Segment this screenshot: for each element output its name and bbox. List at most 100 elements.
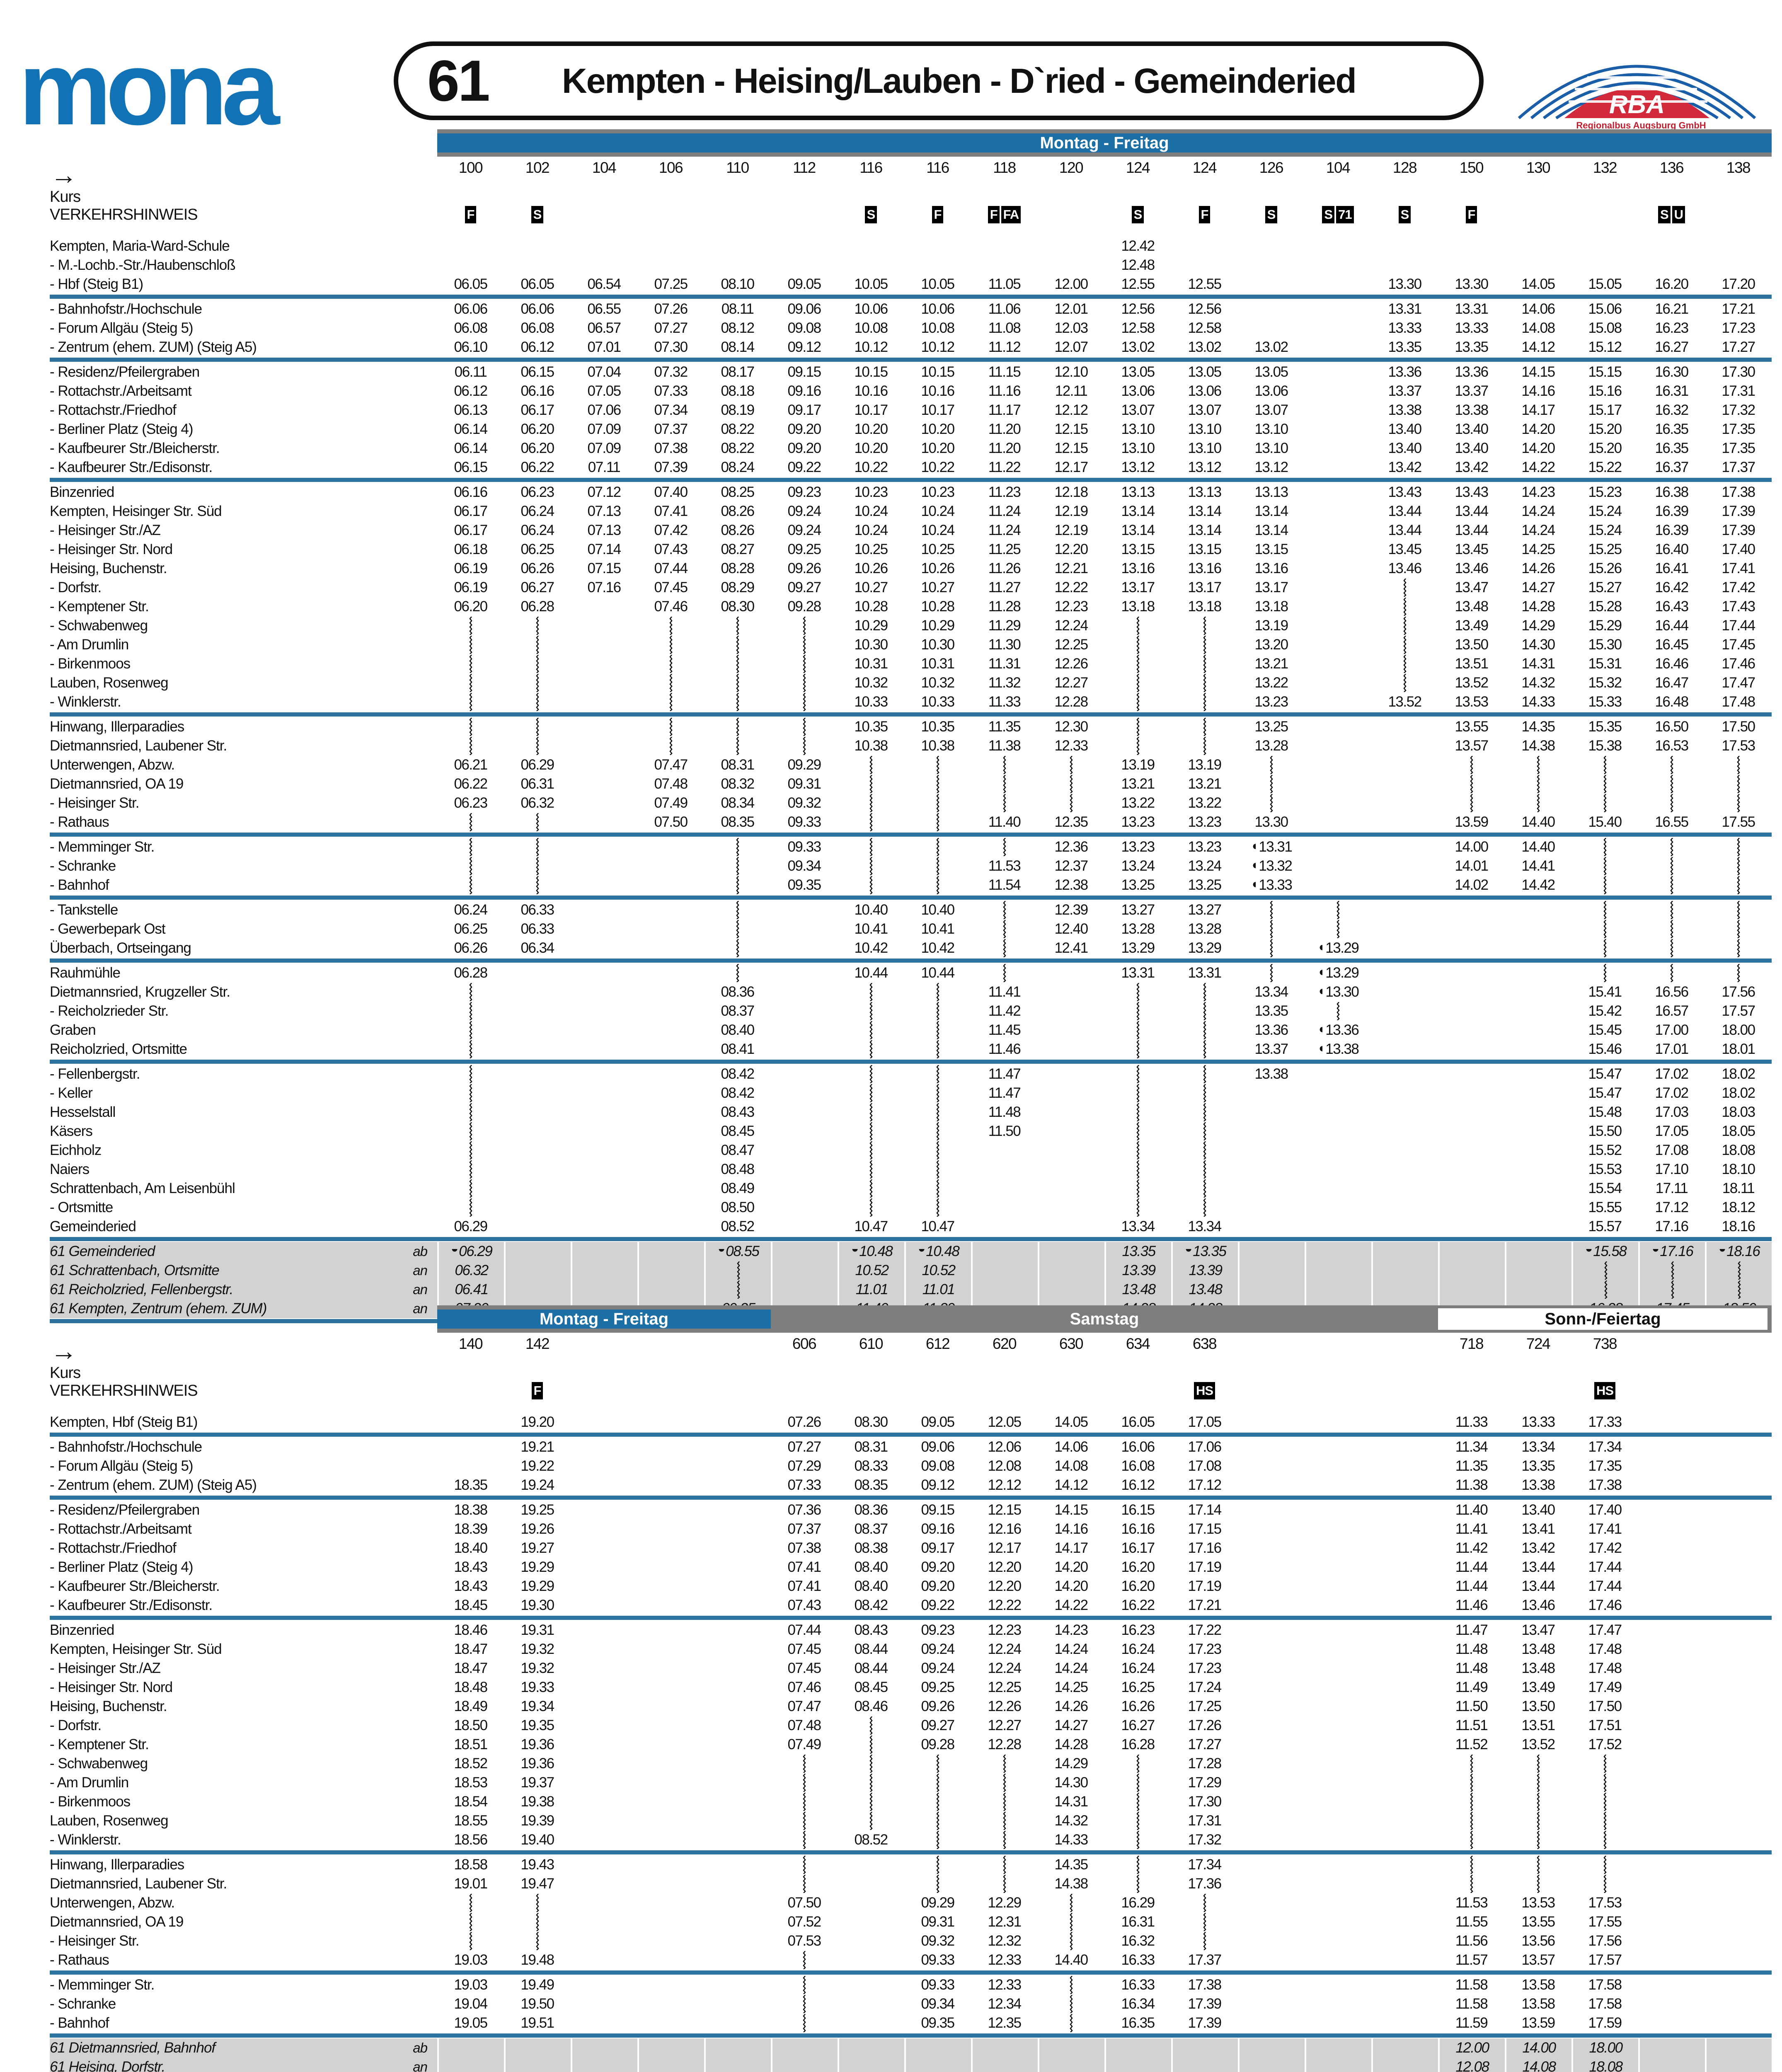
time-cell: 13.46: [1455, 560, 1489, 576]
time-cell: [704, 635, 771, 654]
time-cell: 13.55: [1455, 719, 1489, 735]
time-cell: [1638, 2038, 1705, 2057]
time-cell: 18.51: [454, 1736, 488, 1752]
time-cell: [1238, 2038, 1305, 2057]
time-cell: 13.10: [1254, 421, 1288, 437]
time-cell: [1438, 1242, 1505, 1261]
time-cell: 12.18: [1054, 484, 1088, 500]
verkehrshinweis-label: VERKEHRSHINWEIS: [50, 1382, 198, 1399]
time-cell: [437, 1932, 504, 1951]
time-cell: [838, 1198, 904, 1217]
time-cell: 08.32: [721, 776, 755, 792]
time-cell: [771, 2014, 838, 2033]
time-cell: 10.28: [921, 598, 955, 615]
station-label: - Dorfstr.: [50, 579, 102, 595]
time-cell: 17.27: [1721, 339, 1755, 355]
time-cell: 16.47: [1655, 675, 1689, 691]
time-cell: 14.30: [1521, 637, 1555, 653]
time-cell: 14.29: [1054, 1755, 1088, 1772]
time-cell: 06.54: [587, 276, 621, 292]
time-cell: ◖ 13.31: [1250, 839, 1293, 855]
time-cell: [971, 1179, 1038, 1198]
stop-row: - Kaufbeurer Str./Bleicherstr. 06.14 06.20…: [50, 439, 1772, 458]
time-cell: 09.35: [787, 877, 821, 893]
time-cell: 08.33: [854, 1458, 888, 1474]
time-cell: [1371, 1830, 1438, 1849]
time-cell: [571, 1539, 637, 1558]
time-cell: 11.54: [988, 877, 1021, 893]
time-cell: [1571, 876, 1638, 895]
time-cell: 14.42: [1521, 877, 1555, 893]
time-cell: 07.34: [654, 402, 688, 418]
time-cell: [1705, 1951, 1772, 1970]
time-cell: 08.44: [854, 1660, 888, 1676]
time-cell: [1705, 857, 1772, 876]
time-cell: [1705, 1697, 1772, 1716]
time-cell: [1171, 1002, 1238, 1021]
time-cell: [637, 1558, 704, 1577]
time-cell: 12.27: [1054, 675, 1088, 691]
time-cell: 17.08: [1655, 1142, 1689, 1158]
time-cell: 17.56: [1588, 1933, 1622, 1949]
time-cell: [1038, 1021, 1104, 1040]
timetable-montag-freitag: Montag - Freitag → Kurs 100 102 104 106 110 112 1…: [50, 129, 1772, 1324]
time-cell: [1038, 237, 1104, 256]
time-cell: [1238, 1773, 1305, 1792]
time-cell: [1171, 1160, 1238, 1179]
time-cell: 10.27: [854, 579, 888, 595]
time-cell: [904, 755, 971, 775]
time-cell: 13.25: [1121, 877, 1155, 893]
time-cell: [437, 256, 504, 275]
time-cell: 15.16: [1588, 383, 1622, 399]
badge-71: 71: [1336, 206, 1354, 223]
time-cell: 18.03: [1721, 1104, 1755, 1120]
time-cell: 06.23: [521, 484, 554, 500]
time-cell: 19.04: [454, 1996, 488, 2012]
time-cell: [704, 1596, 771, 1615]
time-cell: [971, 1280, 1038, 1299]
time-cell: [1371, 857, 1438, 876]
time-cell: [838, 1932, 904, 1951]
time-cell: 13.02: [1188, 339, 1222, 355]
time-cell: 07.43: [654, 541, 688, 557]
stop-row: - Residenz/Pfeilergraben 18.38 19.25 07.36 0…: [50, 1501, 1772, 1520]
time-cell: 11.40: [988, 814, 1021, 830]
time-cell: [1571, 1754, 1638, 1773]
time-cell: 10.05: [854, 276, 888, 292]
time-cell: 13.44: [1455, 503, 1489, 519]
time-cell: 18.53: [454, 1774, 488, 1791]
time-cell: [1238, 794, 1305, 813]
time-cell: [1371, 1217, 1438, 1236]
time-cell: [571, 736, 637, 755]
station-label: - Zentrum (ehem. ZUM) (Steig A5): [50, 339, 257, 355]
time-cell: [1371, 900, 1438, 920]
time-cell: 14.24: [1521, 522, 1555, 538]
time-cell: [1505, 1792, 1571, 1811]
time-cell: 11.27: [988, 579, 1021, 595]
stop-row: Lauben, Rosenweg 18.55 19.39 14.32 17.31: [50, 1811, 1772, 1830]
time-cell: [971, 1811, 1038, 1830]
time-cell: 11.50: [1455, 1698, 1488, 1714]
time-cell: [1038, 755, 1104, 775]
time-cell: [1038, 1217, 1104, 1236]
time-cell: [637, 616, 704, 635]
time-cell: [771, 1792, 838, 1811]
stop-row: - Rottachstr./Arbeitsamt 06.12 06.16 07.05 0…: [50, 382, 1772, 401]
course-number: 620: [992, 1335, 1017, 1352]
time-cell: 18.05: [1721, 1123, 1755, 1139]
time-cell: 12.15: [988, 1502, 1022, 1518]
time-cell: [504, 1065, 571, 1084]
time-cell: [1371, 1596, 1438, 1615]
time-cell: [504, 857, 571, 876]
stop-row: - Dorfstr. 18.50 19.35 07.48 09.27 12.27 14.27…: [50, 1716, 1772, 1735]
time-cell: [771, 1951, 838, 1970]
time-cell: 15.20: [1588, 440, 1622, 456]
time-cell: [1238, 1141, 1305, 1160]
stop-row: Binzenried 06.16 06.23 07.12 07.40 08.25 09.23…: [50, 483, 1772, 502]
time-cell: 13.34: [1254, 984, 1288, 1000]
time-cell: 16.20: [1121, 1559, 1155, 1575]
time-cell: 10.17: [854, 402, 888, 418]
time-cell: 08.25: [721, 484, 755, 500]
time-cell: [1505, 1198, 1571, 1217]
time-cell: 09.25: [787, 541, 821, 557]
